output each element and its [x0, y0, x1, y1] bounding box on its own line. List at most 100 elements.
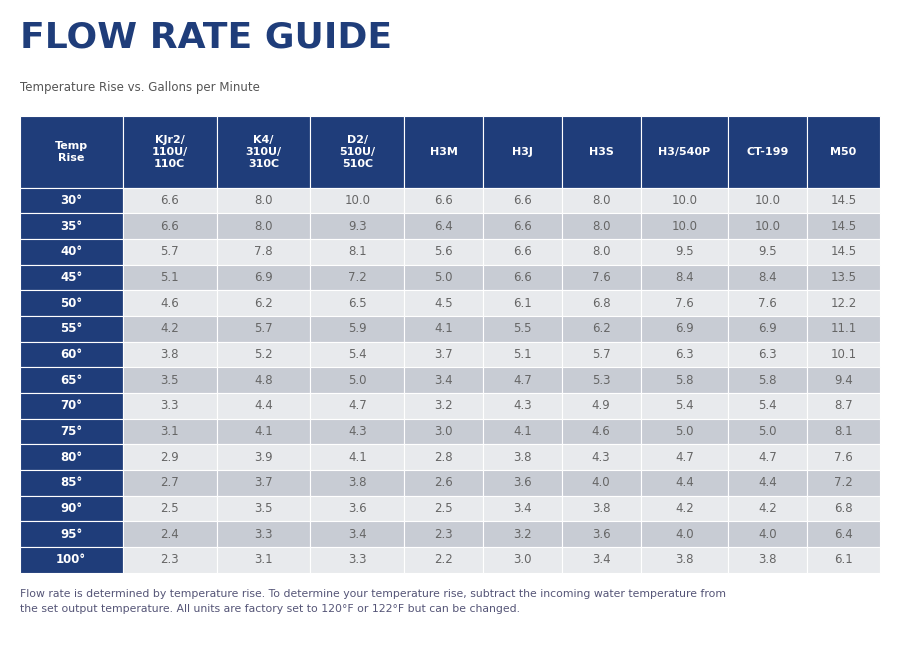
Text: 10.0: 10.0 — [754, 219, 780, 233]
Text: 5.1: 5.1 — [513, 348, 532, 361]
Text: 30°: 30° — [60, 194, 82, 207]
Bar — [728, 470, 807, 496]
Bar — [310, 239, 404, 265]
Text: 10.1: 10.1 — [831, 348, 857, 361]
Text: 4.2: 4.2 — [758, 502, 777, 515]
Text: 65°: 65° — [60, 373, 83, 387]
Text: 3.8: 3.8 — [759, 553, 777, 566]
Bar — [807, 291, 880, 316]
Bar — [404, 316, 483, 342]
Text: 4.3: 4.3 — [348, 425, 366, 438]
Text: FLOW RATE GUIDE: FLOW RATE GUIDE — [20, 21, 392, 55]
Text: 6.2: 6.2 — [592, 322, 610, 335]
Bar — [404, 291, 483, 316]
Bar — [310, 470, 404, 496]
Bar — [562, 316, 641, 342]
Text: 6.6: 6.6 — [513, 271, 532, 284]
Bar — [217, 393, 310, 419]
Text: 6.3: 6.3 — [675, 348, 694, 361]
Bar — [20, 470, 122, 496]
Bar — [217, 239, 310, 265]
Bar — [483, 116, 562, 188]
Bar — [483, 496, 562, 521]
Text: 6.9: 6.9 — [758, 322, 777, 335]
Bar — [483, 265, 562, 291]
Text: 2.5: 2.5 — [435, 502, 453, 515]
Text: 75°: 75° — [60, 425, 82, 438]
Bar — [641, 265, 728, 291]
Bar — [122, 188, 217, 214]
Bar — [807, 367, 880, 393]
Bar — [404, 547, 483, 573]
Text: 5.5: 5.5 — [513, 322, 532, 335]
Bar — [483, 547, 562, 573]
Bar — [562, 367, 641, 393]
Text: 4.2: 4.2 — [675, 502, 694, 515]
Bar — [122, 116, 217, 188]
Text: 3.2: 3.2 — [513, 527, 532, 541]
Text: 6.9: 6.9 — [675, 322, 694, 335]
Text: 8.4: 8.4 — [758, 271, 777, 284]
Text: 3.6: 3.6 — [348, 502, 366, 515]
Bar — [562, 342, 641, 367]
Text: 14.5: 14.5 — [831, 219, 857, 233]
Text: 4.1: 4.1 — [435, 322, 453, 335]
Bar — [20, 316, 122, 342]
Bar — [217, 291, 310, 316]
Bar — [122, 265, 217, 291]
Bar — [404, 265, 483, 291]
Bar — [20, 116, 122, 188]
Text: 3.5: 3.5 — [160, 373, 179, 387]
Bar — [217, 521, 310, 547]
Bar — [483, 521, 562, 547]
Text: 4.0: 4.0 — [758, 527, 777, 541]
Text: 2.8: 2.8 — [435, 450, 453, 464]
Bar — [562, 521, 641, 547]
Bar — [217, 342, 310, 367]
Bar — [310, 188, 404, 214]
Bar — [310, 393, 404, 419]
Text: 6.9: 6.9 — [254, 271, 273, 284]
Text: 55°: 55° — [60, 322, 83, 335]
Bar — [310, 444, 404, 470]
Bar — [122, 521, 217, 547]
Text: H3M: H3M — [430, 147, 458, 157]
Bar — [641, 188, 728, 214]
Text: 10.0: 10.0 — [345, 194, 371, 207]
Bar — [217, 496, 310, 521]
Text: 5.2: 5.2 — [254, 348, 273, 361]
Text: 4.8: 4.8 — [254, 373, 273, 387]
Text: 5.1: 5.1 — [160, 271, 179, 284]
Text: 3.8: 3.8 — [348, 476, 366, 489]
Bar — [404, 496, 483, 521]
Bar — [641, 470, 728, 496]
Bar — [217, 188, 310, 214]
Bar — [562, 291, 641, 316]
Bar — [728, 116, 807, 188]
Bar — [641, 419, 728, 444]
Text: 3.0: 3.0 — [513, 553, 532, 566]
Text: 8.0: 8.0 — [592, 194, 610, 207]
Bar — [404, 214, 483, 239]
Bar — [217, 470, 310, 496]
Bar — [728, 342, 807, 367]
Text: 7.8: 7.8 — [254, 245, 273, 258]
Bar — [404, 419, 483, 444]
Bar — [217, 214, 310, 239]
Bar — [122, 444, 217, 470]
Text: 4.1: 4.1 — [513, 425, 532, 438]
Bar — [728, 188, 807, 214]
Text: 6.4: 6.4 — [834, 527, 853, 541]
Text: 3.1: 3.1 — [160, 425, 179, 438]
Text: 35°: 35° — [60, 219, 82, 233]
Bar — [562, 265, 641, 291]
Bar — [122, 214, 217, 239]
Bar — [562, 116, 641, 188]
Text: 2.3: 2.3 — [435, 527, 453, 541]
Bar — [807, 419, 880, 444]
Text: Temperature Rise vs. Gallons per Minute: Temperature Rise vs. Gallons per Minute — [20, 81, 260, 94]
Bar — [20, 214, 122, 239]
Bar — [20, 419, 122, 444]
Bar — [310, 521, 404, 547]
Bar — [20, 521, 122, 547]
